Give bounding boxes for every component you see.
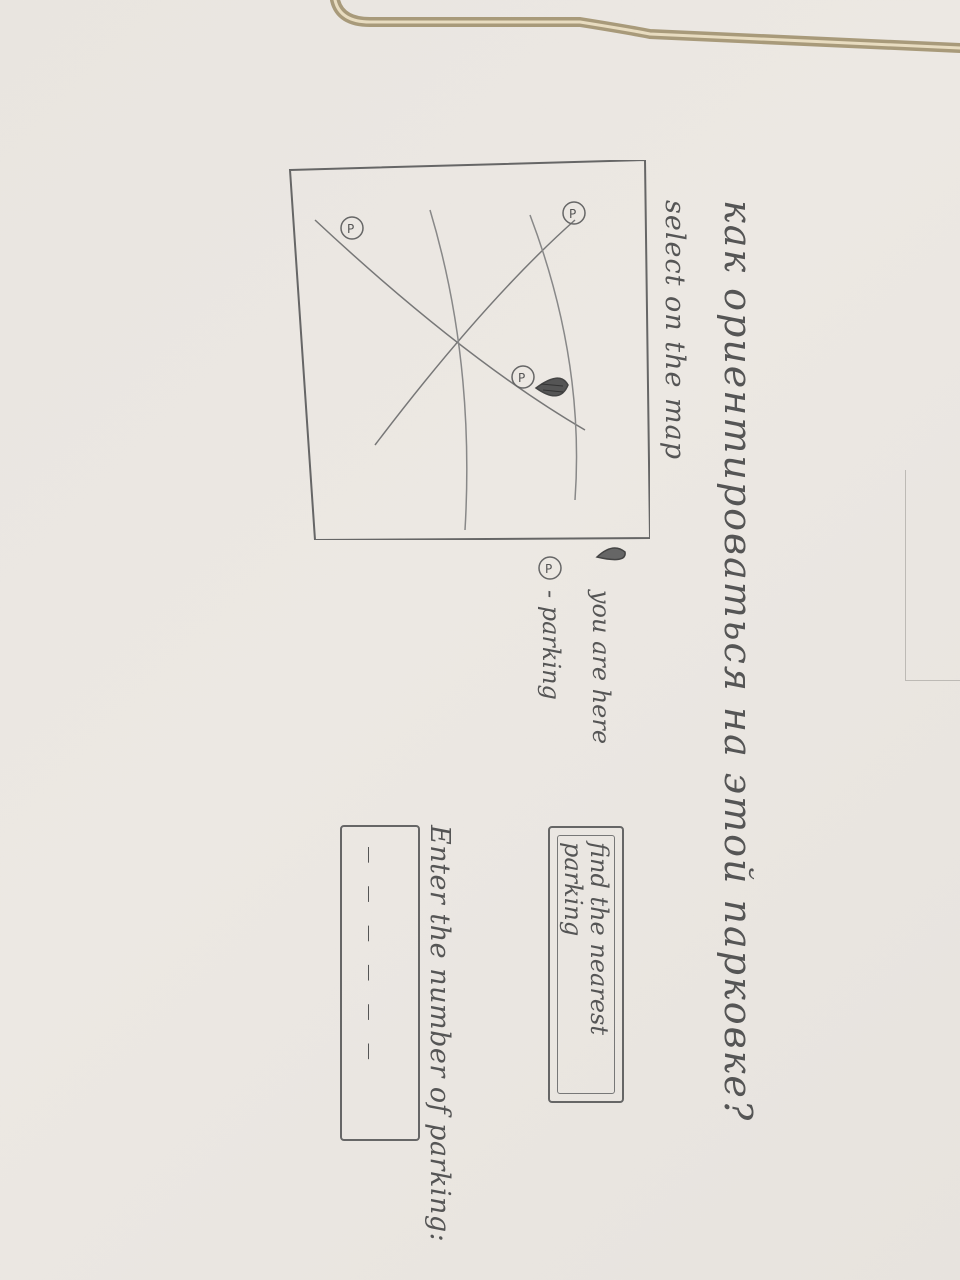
parking-marker-label: P xyxy=(569,207,576,221)
binder-clip xyxy=(330,0,960,53)
button-inner-border xyxy=(557,835,615,1094)
map-road xyxy=(429,209,468,531)
legend-parking-marker: P xyxy=(545,562,552,576)
parking-number-placeholder: _ _ _ _ _ _ xyxy=(367,847,397,1064)
map-road xyxy=(374,219,576,446)
legend-you-are-here: you are here xyxy=(587,590,615,745)
map-parking-marker[interactable]: P xyxy=(562,201,586,225)
page-subtitle: select on the map xyxy=(659,200,690,461)
map-parking-marker[interactable]: P xyxy=(511,365,535,389)
find-nearest-parking-label: find the nearest parking xyxy=(559,842,613,1035)
parking-icon: P xyxy=(538,556,562,580)
map-canvas[interactable]: P P P xyxy=(285,160,650,540)
legend-parking: - parking xyxy=(537,590,565,700)
parking-marker-label: P xyxy=(518,371,525,385)
parking-number-input[interactable]: _ _ _ _ _ _ xyxy=(340,825,420,1141)
paper-edge xyxy=(905,470,960,681)
parking-marker-label: P xyxy=(347,222,354,236)
page-title: как ориентироваться на этой парковке? xyxy=(716,200,760,1123)
map-road xyxy=(529,214,578,501)
parking-map[interactable]: P P P xyxy=(285,160,650,540)
parking-number-label: Enter the number of parking: xyxy=(424,825,455,1243)
map-road xyxy=(314,219,586,431)
location-pin-icon xyxy=(534,377,569,397)
find-nearest-parking-button[interactable]: find the nearest parking xyxy=(548,826,624,1103)
location-pin-icon xyxy=(595,547,626,561)
map-parking-marker[interactable]: P xyxy=(340,216,364,240)
